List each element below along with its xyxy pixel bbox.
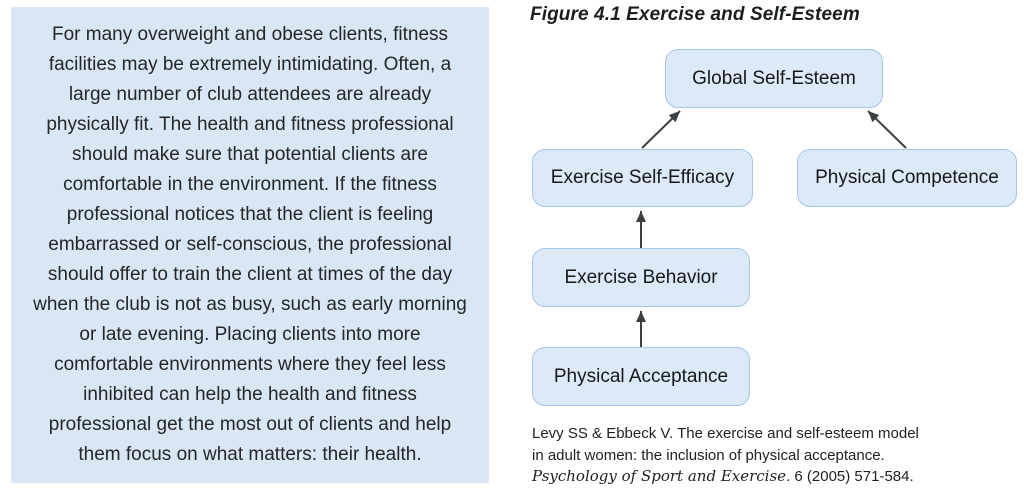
node-label: Exercise Self-Efficacy bbox=[550, 167, 735, 188]
figure-title: Figure 4.1 Exercise and Self-Esteem bbox=[530, 4, 860, 25]
node-exercise-behavior: Exercise Behavior bbox=[532, 248, 750, 307]
node-label: Global Self-Esteem bbox=[692, 67, 856, 89]
figure-area: Figure 4.1 Exercise and Self-Esteem Glob… bbox=[512, 0, 1024, 493]
arrow-competence-to-esteem bbox=[867, 110, 907, 149]
node-label: Physical Acceptance bbox=[553, 365, 729, 387]
callout-paragraph: For many overweight and obese clients, f… bbox=[33, 24, 467, 465]
citation-line1: Levy SS & Ebbeck V. The exercise and sel… bbox=[532, 425, 919, 442]
node-physical-acceptance: Physical Acceptance bbox=[532, 347, 750, 406]
callout-panel: For many overweight and obese clients, f… bbox=[11, 7, 489, 483]
node-physical-competence: Physical Competence bbox=[797, 149, 1017, 207]
citation-journal: Psychology of Sport and Exercise bbox=[532, 467, 787, 485]
node-exercise-self-efficacy: Exercise Self-Efficacy bbox=[532, 149, 753, 207]
node-global-self-esteem: Global Self-Esteem bbox=[665, 49, 883, 108]
exercise-self-esteem-diagram: Global Self-Esteem Exercise Self-Efficac… bbox=[512, 0, 1024, 493]
node-label: Exercise Behavior bbox=[564, 266, 718, 288]
citation-tail: . 6 (2005) 571-584. bbox=[786, 468, 914, 485]
citation-line2: in adult women: the inclusion of physica… bbox=[532, 446, 885, 464]
arrow-efficacy-to-esteem bbox=[641, 110, 681, 149]
figure-citation: Levy SS & Ebbeck V. The exercise and sel… bbox=[532, 423, 919, 488]
node-label: Physical Competence bbox=[815, 167, 999, 188]
